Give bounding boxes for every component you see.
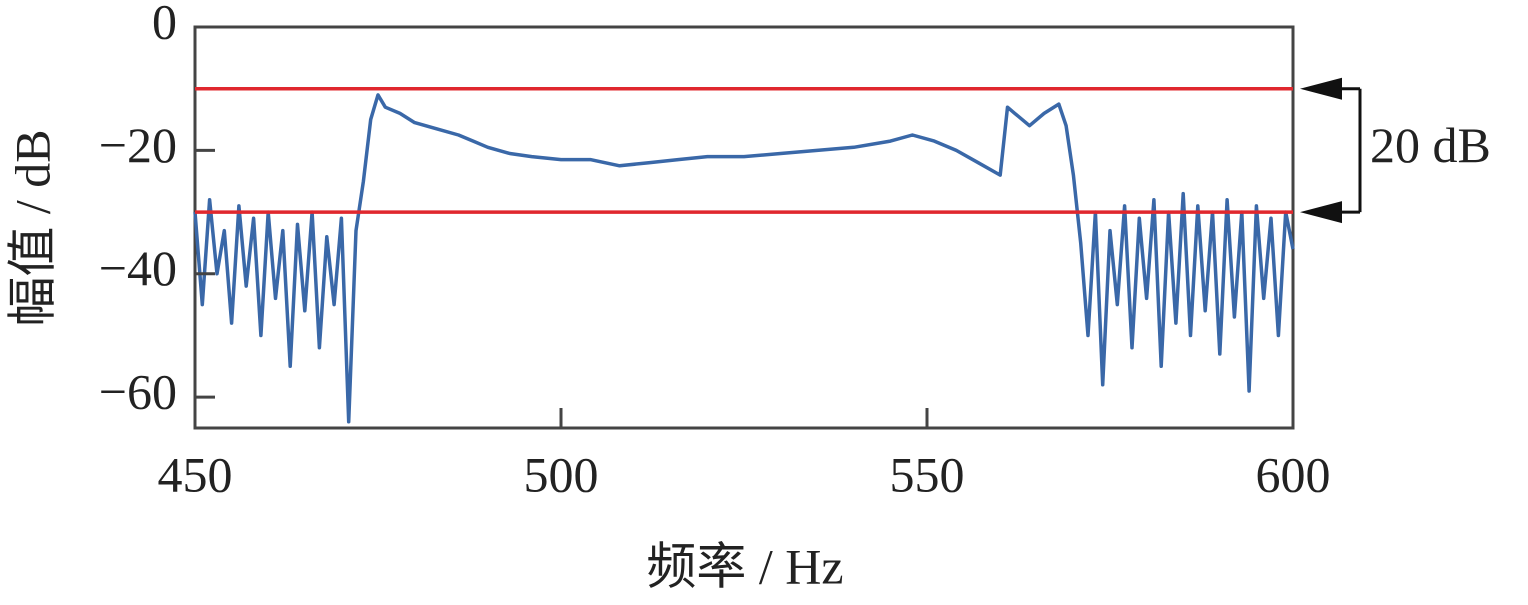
annotation: 20 dB xyxy=(1370,117,1491,173)
x-tick-label: 550 xyxy=(890,446,965,502)
y-axis-label: 幅值 / dB xyxy=(4,129,60,326)
x-axis-label: 频率 / Hz xyxy=(646,538,843,594)
data-line xyxy=(193,93,1295,424)
arrow-head xyxy=(1300,77,1342,100)
y-tick-label: −20 xyxy=(99,117,177,173)
x-tick-label: 500 xyxy=(524,446,599,502)
y-tick-label: −40 xyxy=(99,240,177,296)
y-tick-label: −60 xyxy=(99,364,177,420)
y-tick-label: 0 xyxy=(152,0,177,49)
x-tick-label: 450 xyxy=(158,446,233,502)
x-tick-label: 600 xyxy=(1256,446,1331,502)
arrow-head xyxy=(1300,201,1342,224)
